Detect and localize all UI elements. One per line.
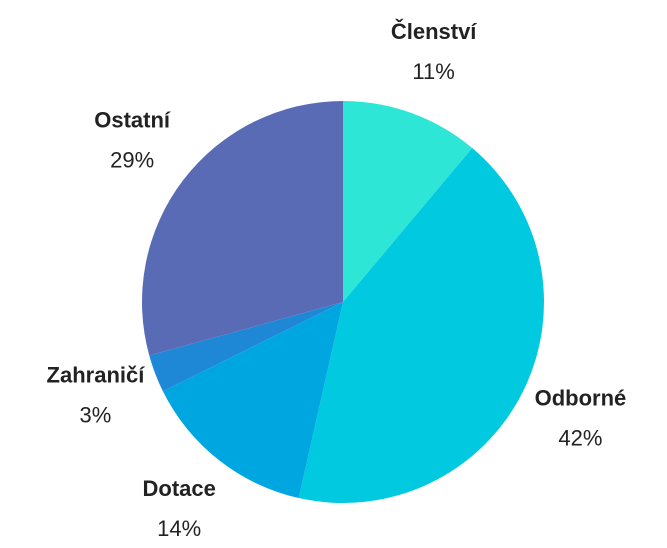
slice-label: Odborné xyxy=(535,385,627,410)
slice-value: 14% xyxy=(157,516,201,541)
slice-label: Dotace xyxy=(143,476,216,501)
slice-value: 29% xyxy=(110,147,154,172)
slice-value: 11% xyxy=(412,59,454,84)
pie-slice xyxy=(162,302,343,499)
pie-slice xyxy=(343,101,473,302)
slice-value: 42% xyxy=(558,425,602,450)
pie-slice xyxy=(298,148,545,503)
slice-label: Zahraničí xyxy=(47,362,146,387)
pie-slice xyxy=(149,302,343,392)
slice-label: Ostatní xyxy=(94,107,171,132)
pie-slice xyxy=(142,101,343,356)
slice-value: 3% xyxy=(80,402,112,427)
slice-label: Členství xyxy=(391,19,477,44)
